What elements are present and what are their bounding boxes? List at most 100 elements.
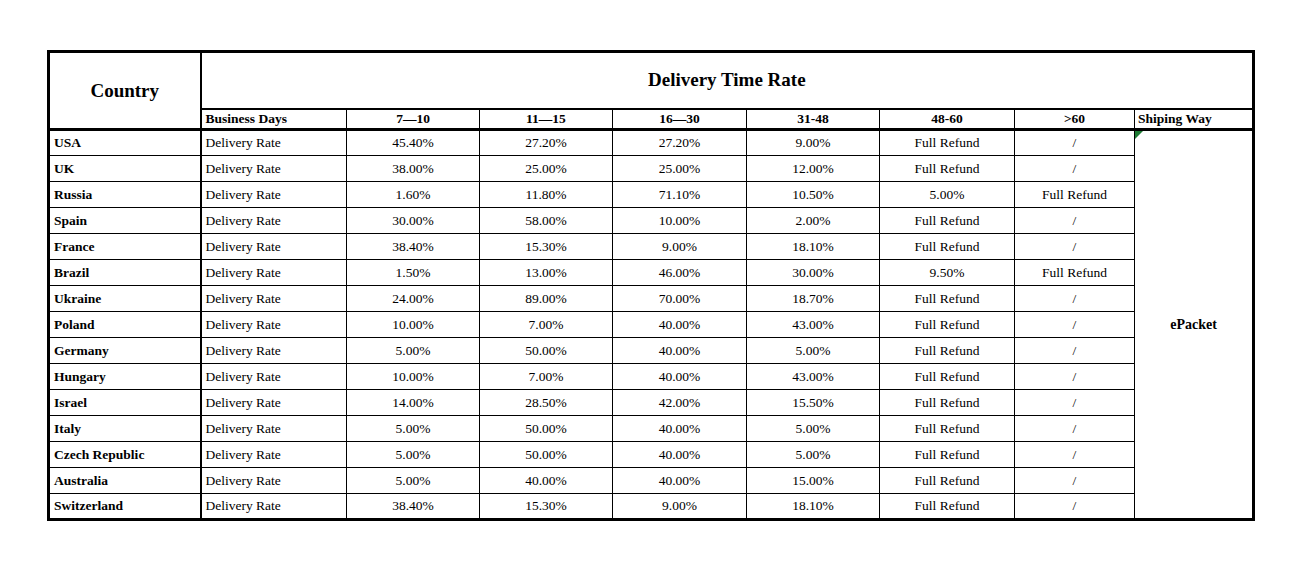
rate-value-cell[interactable]: 25.00%	[480, 156, 613, 182]
rate-value-cell[interactable]: 12.00%	[747, 156, 880, 182]
rate-value-cell[interactable]: 14.00%	[347, 390, 480, 416]
rate-value-cell[interactable]: 10.00%	[347, 364, 480, 390]
range-header-11-15[interactable]: 11—15	[480, 109, 613, 130]
rate-value-cell[interactable]: 27.20%	[613, 130, 747, 156]
rate-value-cell[interactable]: 27.20%	[480, 130, 613, 156]
rate-value-cell[interactable]: 5.00%	[747, 416, 880, 442]
rate-value-cell[interactable]: /	[1015, 234, 1135, 260]
rate-value-cell[interactable]: 40.00%	[613, 416, 747, 442]
delivery-rate-label-cell[interactable]: Delivery Rate	[201, 494, 347, 520]
rate-value-cell[interactable]: 40.00%	[613, 364, 747, 390]
rate-value-cell[interactable]: 15.50%	[747, 390, 880, 416]
rate-value-cell[interactable]: 70.00%	[613, 286, 747, 312]
country-cell[interactable]: France	[49, 234, 201, 260]
rate-value-cell[interactable]: Full Refund	[880, 208, 1015, 234]
rate-value-cell[interactable]: 30.00%	[347, 208, 480, 234]
delivery-rate-label-cell[interactable]: Delivery Rate	[201, 260, 347, 286]
rate-value-cell[interactable]: 89.00%	[480, 286, 613, 312]
rate-value-cell[interactable]: 43.00%	[747, 312, 880, 338]
range-header-7-10[interactable]: 7—10	[347, 109, 480, 130]
rate-value-cell[interactable]: /	[1015, 416, 1135, 442]
delivery-rate-label-cell[interactable]: Delivery Rate	[201, 338, 347, 364]
rate-value-cell[interactable]: /	[1015, 468, 1135, 494]
rate-value-cell[interactable]: Full Refund	[880, 416, 1015, 442]
rate-value-cell[interactable]: 11.80%	[480, 182, 613, 208]
delivery-rate-label-cell[interactable]: Delivery Rate	[201, 208, 347, 234]
table-title-cell[interactable]: Delivery Time Rate	[201, 52, 1254, 109]
delivery-rate-label-cell[interactable]: Delivery Rate	[201, 130, 347, 156]
rate-value-cell[interactable]: Full Refund	[880, 442, 1015, 468]
range-header-16-30[interactable]: 16—30	[613, 109, 747, 130]
rate-value-cell[interactable]: 38.00%	[347, 156, 480, 182]
rate-value-cell[interactable]: Full Refund	[1015, 260, 1135, 286]
rate-value-cell[interactable]: 38.40%	[347, 234, 480, 260]
rate-value-cell[interactable]: 15.30%	[480, 494, 613, 520]
rate-value-cell[interactable]: /	[1015, 156, 1135, 182]
rate-value-cell[interactable]: Full Refund	[880, 234, 1015, 260]
delivery-rate-label-cell[interactable]: Delivery Rate	[201, 364, 347, 390]
rate-value-cell[interactable]: /	[1015, 364, 1135, 390]
rate-value-cell[interactable]: 1.50%	[347, 260, 480, 286]
rate-value-cell[interactable]: 50.00%	[480, 442, 613, 468]
delivery-rate-label-cell[interactable]: Delivery Rate	[201, 182, 347, 208]
rate-value-cell[interactable]: 5.00%	[347, 468, 480, 494]
country-cell[interactable]: Israel	[49, 390, 201, 416]
country-cell[interactable]: Australia	[49, 468, 201, 494]
rate-value-cell[interactable]: 45.40%	[347, 130, 480, 156]
rate-value-cell[interactable]: 18.10%	[747, 234, 880, 260]
rate-value-cell[interactable]: 13.00%	[480, 260, 613, 286]
delivery-rate-label-cell[interactable]: Delivery Rate	[201, 468, 347, 494]
rate-value-cell[interactable]: 5.00%	[880, 182, 1015, 208]
rate-value-cell[interactable]: 40.00%	[480, 468, 613, 494]
rate-value-cell[interactable]: 5.00%	[347, 416, 480, 442]
rate-value-cell[interactable]: 5.00%	[347, 338, 480, 364]
shipping-way-value-cell[interactable]: ePacket	[1135, 130, 1254, 520]
rate-value-cell[interactable]: Full Refund	[880, 312, 1015, 338]
rate-value-cell[interactable]: 30.00%	[747, 260, 880, 286]
rate-value-cell[interactable]: 24.00%	[347, 286, 480, 312]
rate-value-cell[interactable]: 18.10%	[747, 494, 880, 520]
country-cell[interactable]: Brazil	[49, 260, 201, 286]
rate-value-cell[interactable]: Full Refund	[880, 156, 1015, 182]
delivery-rate-label-cell[interactable]: Delivery Rate	[201, 416, 347, 442]
rate-value-cell[interactable]: 25.00%	[613, 156, 747, 182]
country-cell[interactable]: Hungary	[49, 364, 201, 390]
rate-value-cell[interactable]: /	[1015, 312, 1135, 338]
delivery-rate-label-cell[interactable]: Delivery Rate	[201, 234, 347, 260]
country-cell[interactable]: UK	[49, 156, 201, 182]
rate-value-cell[interactable]: Full Refund	[880, 286, 1015, 312]
country-cell[interactable]: Switzerland	[49, 494, 201, 520]
rate-value-cell[interactable]: 5.00%	[747, 338, 880, 364]
range-header-48-60[interactable]: 48-60	[880, 109, 1015, 130]
rate-value-cell[interactable]: /	[1015, 442, 1135, 468]
delivery-rate-label-cell[interactable]: Delivery Rate	[201, 312, 347, 338]
rate-value-cell[interactable]: /	[1015, 338, 1135, 364]
rate-value-cell[interactable]: /	[1015, 494, 1135, 520]
country-cell[interactable]: Czech Republic	[49, 442, 201, 468]
rate-value-cell[interactable]: 50.00%	[480, 416, 613, 442]
rate-value-cell[interactable]: /	[1015, 130, 1135, 156]
rate-value-cell[interactable]: 71.10%	[613, 182, 747, 208]
rate-value-cell[interactable]: 7.00%	[480, 312, 613, 338]
rate-value-cell[interactable]: 15.30%	[480, 234, 613, 260]
rate-value-cell[interactable]: 40.00%	[613, 312, 747, 338]
delivery-rate-label-cell[interactable]: Delivery Rate	[201, 156, 347, 182]
country-cell[interactable]: Russia	[49, 182, 201, 208]
rate-value-cell[interactable]: 9.00%	[747, 130, 880, 156]
rate-value-cell[interactable]: /	[1015, 390, 1135, 416]
rate-value-cell[interactable]: /	[1015, 286, 1135, 312]
country-cell[interactable]: USA	[49, 130, 201, 156]
range-header-31-48[interactable]: 31-48	[747, 109, 880, 130]
delivery-rate-label-cell[interactable]: Delivery Rate	[201, 286, 347, 312]
rate-value-cell[interactable]: 28.50%	[480, 390, 613, 416]
country-cell[interactable]: Poland	[49, 312, 201, 338]
rate-value-cell[interactable]: 5.00%	[747, 442, 880, 468]
rate-value-cell[interactable]: 2.00%	[747, 208, 880, 234]
rate-value-cell[interactable]: 10.00%	[613, 208, 747, 234]
business-days-header-cell[interactable]: Business Days	[201, 109, 347, 130]
rate-value-cell[interactable]: Full Refund	[880, 130, 1015, 156]
rate-value-cell[interactable]: 15.00%	[747, 468, 880, 494]
rate-value-cell[interactable]: 42.00%	[613, 390, 747, 416]
rate-value-cell[interactable]: 46.00%	[613, 260, 747, 286]
rate-value-cell[interactable]: 40.00%	[613, 338, 747, 364]
